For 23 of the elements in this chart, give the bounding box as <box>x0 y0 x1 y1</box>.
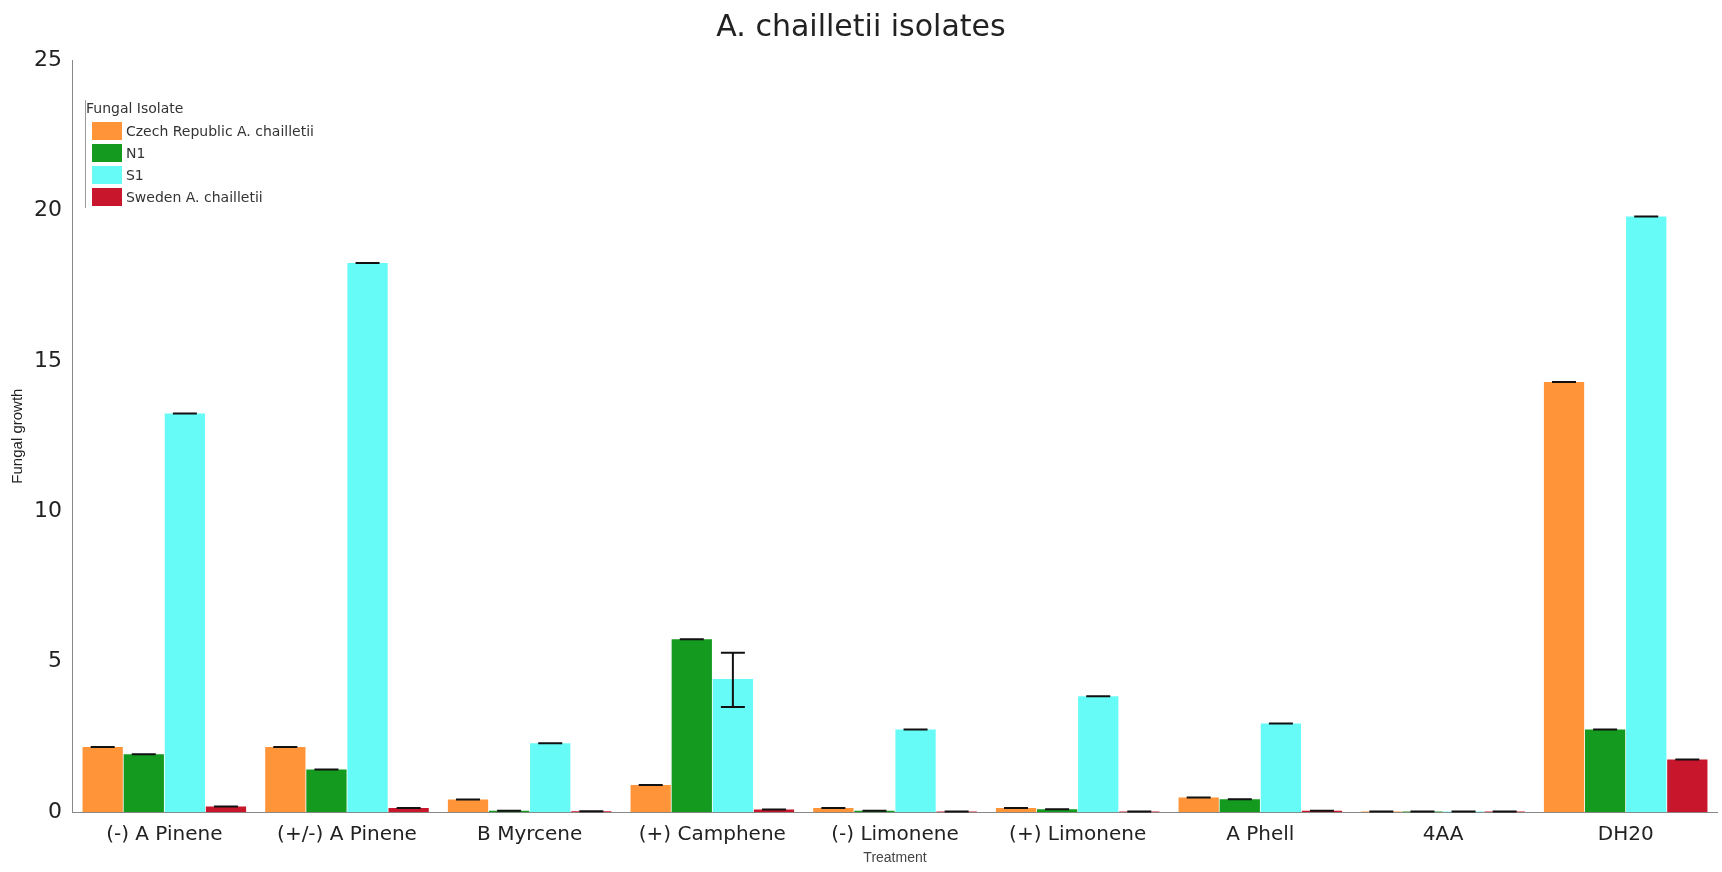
legend-label: N1 <box>125 145 146 161</box>
y-tick-label: 0 <box>47 797 62 823</box>
x-tick-label: (+) Camphene <box>638 821 786 846</box>
y-tick-label: 20 <box>33 196 62 222</box>
chart-title: A. chailletii isolates <box>715 8 1007 43</box>
x-tick-label: (+) Limonene <box>1009 821 1147 846</box>
x-tick-label: B Myrcene <box>477 821 583 846</box>
y-tick-label: 5 <box>47 647 62 673</box>
legend-label: S1 <box>125 167 144 183</box>
x-tick-label: (-) Limonene <box>831 821 959 846</box>
y-tick-label: 25 <box>33 45 62 71</box>
x-tick-label: DH20 <box>1597 821 1654 846</box>
x-axis-title: Treatment <box>863 849 927 866</box>
legend-label: Czech Republic A. chailletii <box>125 123 314 139</box>
x-tick-label: (-) A Pinene <box>106 821 223 846</box>
y-tick-label: 15 <box>33 346 62 372</box>
x-tick-label: 4AA <box>1422 821 1464 846</box>
x-tick-label: A Phell <box>1226 821 1295 846</box>
legend-label: Sweden A. chailletii <box>125 189 263 205</box>
y-tick-label: 10 <box>33 497 62 523</box>
legend-title: Fungal Isolate <box>85 100 185 116</box>
y-axis-title: Fungal growth <box>8 388 26 484</box>
x-tick-label: (+/-) A Pinene <box>277 821 417 846</box>
